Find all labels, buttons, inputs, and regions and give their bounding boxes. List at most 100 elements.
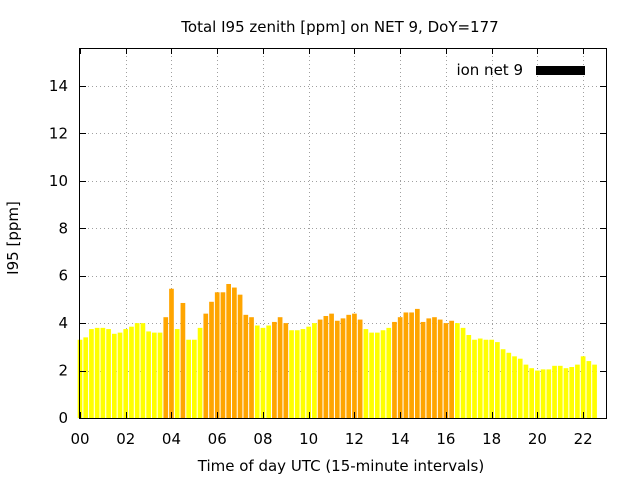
bar: [192, 339, 197, 418]
bar: [489, 339, 494, 418]
bar: [134, 323, 140, 418]
bar: [352, 313, 357, 418]
bar: [546, 369, 552, 418]
bar: [540, 369, 546, 418]
x-tick-label: 18: [482, 430, 501, 448]
bar: [357, 319, 363, 418]
bar: [403, 312, 409, 418]
x-tick-label: 20: [528, 430, 547, 448]
bar: [146, 331, 151, 418]
bar: [386, 327, 392, 418]
bar: [220, 292, 226, 418]
bar: [249, 317, 254, 418]
bar: [472, 339, 477, 418]
x-axis-label: Time of day UTC (15-minute intervals): [197, 457, 484, 475]
y-tick-label: 6: [58, 267, 68, 285]
bar: [329, 313, 334, 418]
bar: [369, 332, 374, 418]
bar: [89, 329, 94, 418]
x-tick-label: 10: [299, 430, 318, 448]
legend-swatch: [536, 66, 585, 75]
bar: [317, 319, 323, 418]
x-tick-label: 02: [116, 430, 135, 448]
bar: [523, 364, 529, 418]
bar: [466, 334, 472, 418]
x-tick-label: 04: [162, 430, 181, 448]
bar: [563, 368, 569, 418]
bar: [140, 323, 146, 418]
bar: [426, 318, 432, 418]
bar: [586, 361, 592, 418]
bar: [340, 318, 346, 418]
y-tick-label: 0: [58, 409, 68, 427]
bar: [529, 368, 535, 418]
bar: [437, 319, 443, 418]
bar: [289, 330, 294, 418]
bar: [455, 323, 460, 418]
bar: [346, 314, 352, 418]
bar: [232, 287, 237, 418]
bar: [300, 329, 306, 418]
bar: [169, 288, 174, 418]
bar: [106, 329, 111, 418]
chart-title: Total I95 zenith [ppm] on NET 9, DoY=177: [180, 18, 498, 36]
axes: [79, 48, 607, 419]
bar: [77, 339, 83, 418]
bar: [397, 317, 403, 418]
bar: [294, 330, 300, 418]
bar: [380, 330, 386, 418]
bar: [174, 329, 180, 418]
x-tick-label: 14: [391, 430, 410, 448]
x-tick-labels: 00 02 04 06 08 10 12 14 16 18 20 22: [70, 430, 592, 448]
bar: [500, 349, 506, 418]
x-tick-label: 12: [345, 430, 364, 448]
bar: [495, 342, 500, 418]
bar: [323, 316, 329, 418]
bar: [209, 301, 214, 418]
bar: [117, 332, 123, 418]
bar: [334, 320, 340, 418]
bar: [363, 329, 369, 418]
y-tick-labels: 0 2 4 6 8 10 12 14: [49, 77, 68, 427]
bar: [443, 323, 449, 418]
bar: [460, 327, 466, 418]
y-tick-label: 14: [49, 77, 68, 95]
bar: [392, 321, 397, 418]
bar: [254, 325, 260, 418]
bar: [483, 339, 489, 418]
bar: [306, 326, 312, 418]
bar: [477, 338, 483, 418]
legend: ion net 9: [456, 61, 585, 79]
bar: [243, 314, 249, 418]
plot-frame: [79, 48, 607, 419]
bar: [197, 327, 203, 418]
bar: [512, 356, 517, 418]
bar: [272, 321, 277, 418]
bar: [312, 323, 317, 418]
bar: [414, 308, 420, 418]
bar: [409, 312, 414, 418]
legend-label: ion net 9: [456, 61, 523, 79]
bar: [277, 317, 283, 418]
bar: [575, 364, 580, 418]
bar: [100, 327, 106, 418]
x-tick-label: 00: [70, 430, 89, 448]
y-axis-label: I95 [ppm]: [4, 201, 22, 275]
bar: [517, 358, 523, 418]
bar: [374, 332, 380, 418]
bar: [123, 329, 129, 418]
bar: [163, 317, 169, 418]
bar: [535, 370, 540, 418]
bar: [237, 294, 243, 418]
bar: [283, 323, 289, 418]
bar: [420, 321, 426, 418]
x-tick-label: 16: [436, 430, 455, 448]
bar: [506, 352, 512, 418]
bar: [552, 365, 557, 418]
bar: [186, 339, 191, 418]
bar: [580, 356, 586, 418]
bar: [557, 365, 563, 418]
bar: [432, 317, 437, 418]
bar: [592, 364, 597, 418]
bar: [151, 332, 157, 418]
